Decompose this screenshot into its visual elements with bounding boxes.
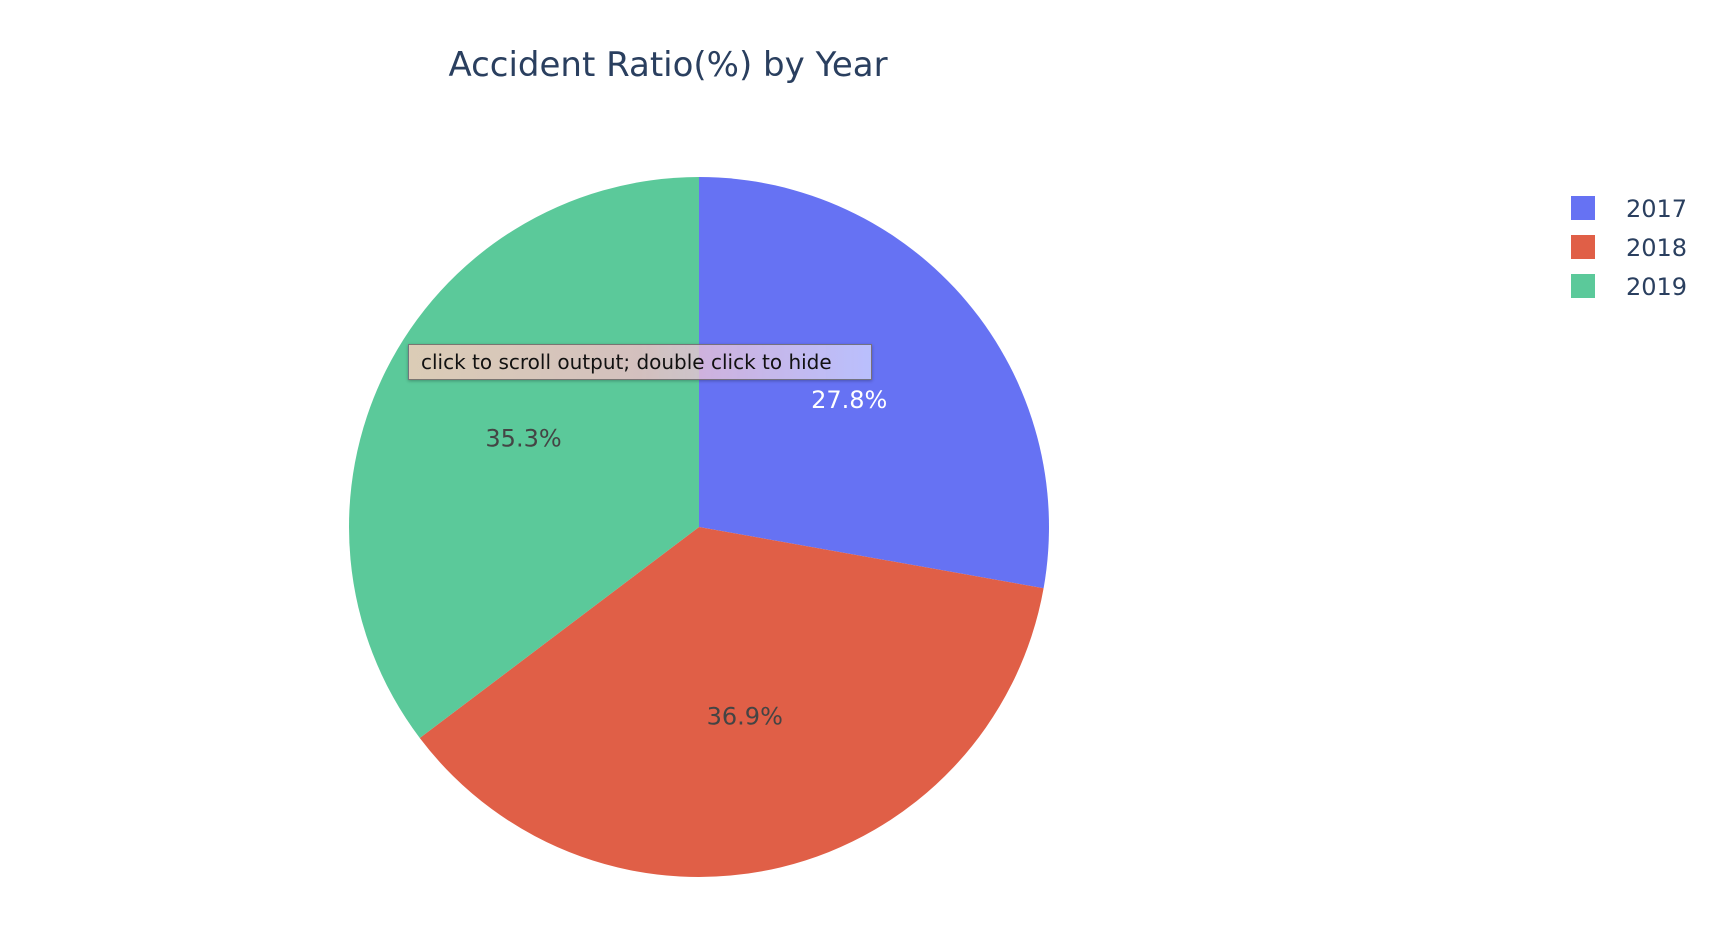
legend-label-2018: 2018 [1626, 234, 1687, 262]
output-tooltip[interactable]: click to scroll output; double click to … [408, 344, 872, 380]
slice-label-2019: 35.3% [485, 425, 561, 453]
legend-label-2017: 2017 [1626, 195, 1687, 223]
pie-slices [349, 177, 1049, 877]
legend-item-2018[interactable]: 2018 [1571, 234, 1687, 262]
legend-swatch-2018 [1571, 235, 1595, 259]
legend-swatch-2017 [1571, 196, 1595, 220]
slice-label-2018: 36.9% [707, 703, 783, 731]
legend: 2017 2018 2019 [1571, 195, 1687, 301]
pie-slice-2018[interactable] [419, 527, 1044, 877]
chart-title: Accident Ratio(%) by Year [448, 45, 887, 85]
legend-swatch-2019 [1571, 274, 1595, 298]
legend-item-2017[interactable]: 2017 [1571, 195, 1687, 223]
legend-item-2019[interactable]: 2019 [1571, 273, 1687, 301]
slice-labels: 27.8% 36.9% 35.3% [485, 386, 887, 730]
pie-slice-2017[interactable] [699, 177, 1049, 589]
slice-label-2017: 27.8% [811, 386, 887, 414]
legend-label-2019: 2019 [1626, 273, 1687, 301]
pie-slice-2019[interactable] [349, 177, 699, 739]
